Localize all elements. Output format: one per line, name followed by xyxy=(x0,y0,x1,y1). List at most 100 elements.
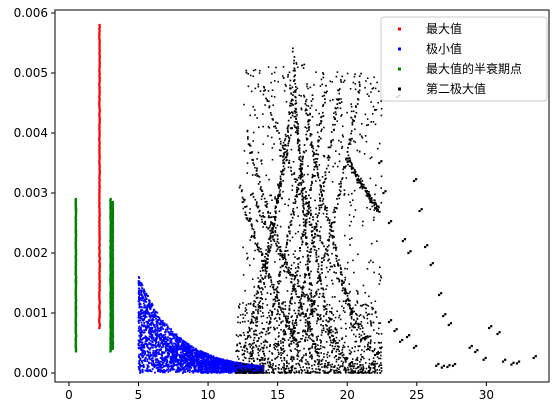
series-3-point xyxy=(250,321,252,324)
series-1-point xyxy=(194,370,197,373)
series-1-point xyxy=(229,368,232,371)
series-1-point xyxy=(187,362,190,365)
series-3-point xyxy=(322,370,324,372)
series-3-point xyxy=(262,364,265,367)
series-1-point xyxy=(189,353,191,355)
series-1-point xyxy=(242,365,245,368)
series-1-point xyxy=(148,330,151,333)
series-1-point xyxy=(138,287,141,290)
series-3-point xyxy=(327,363,330,366)
series-3-point xyxy=(369,320,372,322)
series-1-point xyxy=(162,338,165,341)
series-0-point xyxy=(98,61,101,64)
series-3-point xyxy=(322,346,324,348)
series-3-point xyxy=(276,299,279,302)
series-3-point xyxy=(247,371,250,374)
series-1-point xyxy=(159,320,162,323)
series-1-point xyxy=(219,363,221,366)
series-1-point xyxy=(149,353,152,356)
series-3-point xyxy=(269,247,272,249)
series-1-point xyxy=(227,368,230,371)
series-1-point xyxy=(190,349,193,352)
series-1-point xyxy=(137,344,140,347)
series-3-point xyxy=(260,315,263,318)
series-3-point xyxy=(304,371,307,374)
series-3-point xyxy=(349,361,352,364)
series-3-point xyxy=(355,335,357,338)
series-3-point xyxy=(287,125,289,128)
series-3-point xyxy=(275,365,277,367)
series-0-point xyxy=(98,254,101,258)
series-1-point xyxy=(159,366,162,369)
series-1-point xyxy=(223,365,226,368)
series-1-point xyxy=(242,364,245,366)
series-3-point xyxy=(257,310,259,313)
series-1-point xyxy=(137,282,140,285)
series-3-point xyxy=(299,299,301,302)
series-3-point xyxy=(248,144,251,147)
series-3-point xyxy=(351,372,353,374)
series-3-point xyxy=(271,352,273,354)
series-3-point xyxy=(342,300,345,303)
series-3-point xyxy=(259,363,261,365)
series-1-point xyxy=(183,347,186,349)
series-3-point xyxy=(350,370,353,373)
series-1-point xyxy=(165,363,168,365)
series-1-point xyxy=(141,331,144,334)
series-3-point xyxy=(347,366,349,369)
series-3-point xyxy=(334,316,337,319)
series-1-point xyxy=(161,320,164,322)
series-3-point xyxy=(256,291,259,293)
series-3-point xyxy=(362,372,365,374)
series-1-point xyxy=(195,355,197,358)
series-3-point xyxy=(269,316,272,319)
series-3-point xyxy=(246,348,249,351)
series-3-point xyxy=(319,315,321,318)
series-3-point xyxy=(323,365,325,368)
series-3-point xyxy=(268,372,270,374)
series-1-point xyxy=(184,343,187,346)
series-0-point xyxy=(98,217,101,220)
series-1-point xyxy=(172,355,174,357)
series-3-point xyxy=(268,251,270,254)
series-1-point xyxy=(203,356,206,359)
series-3-point xyxy=(246,138,249,140)
series-3-point xyxy=(276,313,278,316)
series-3-point xyxy=(258,286,261,289)
series-3-point xyxy=(333,264,336,266)
series-1-point xyxy=(159,364,161,367)
series-1-point xyxy=(175,371,177,373)
series-3-point xyxy=(256,244,258,247)
series-1-point xyxy=(142,318,145,321)
series-0-point xyxy=(98,143,101,146)
series-1-point xyxy=(173,342,175,345)
series-3-point xyxy=(291,368,293,370)
series-1-point xyxy=(150,344,153,346)
series-1-point xyxy=(144,360,147,362)
series-3-point xyxy=(294,290,297,293)
series-3-point xyxy=(274,216,277,219)
series-0-point xyxy=(98,126,101,129)
series-1-point xyxy=(151,315,154,318)
series-3-point xyxy=(272,118,274,121)
series-1-point xyxy=(248,368,251,371)
series-1-point xyxy=(207,371,210,373)
series-1-point xyxy=(229,371,232,374)
series-1-point xyxy=(183,341,186,344)
series-1-point xyxy=(160,328,162,331)
series-1-point xyxy=(140,338,143,341)
series-3-point xyxy=(358,323,361,326)
series-1-point xyxy=(182,357,185,360)
series-1-point xyxy=(182,360,184,363)
series-1-point xyxy=(189,363,192,366)
series-3-point xyxy=(262,346,265,349)
series-0-point xyxy=(98,141,101,144)
series-1-point xyxy=(197,353,199,356)
series-3-point xyxy=(310,104,313,107)
series-3-point xyxy=(301,308,303,311)
series-1-point xyxy=(148,304,151,307)
series-3-point xyxy=(329,310,331,313)
series-3-point xyxy=(333,319,335,322)
series-3-point xyxy=(238,186,241,189)
series-0-point xyxy=(98,101,101,104)
